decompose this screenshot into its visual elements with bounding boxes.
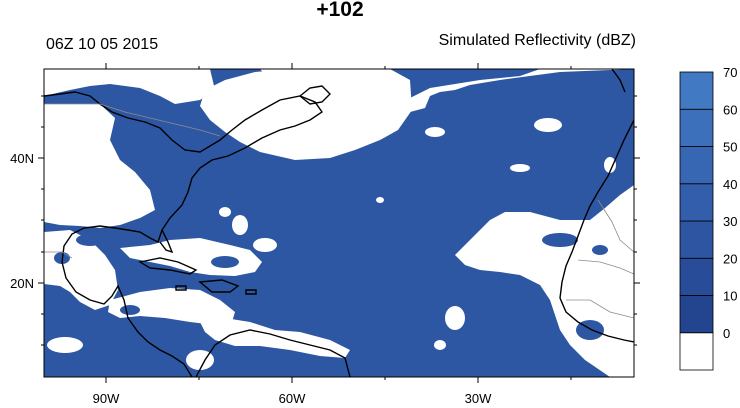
- echo-cell: [76, 234, 104, 246]
- echo-cell: [211, 256, 239, 268]
- border-africa-south: [566, 299, 634, 319]
- colorbar-label: 40: [723, 177, 737, 192]
- field-name-label: Simulated Reflectivity (dBZ): [438, 32, 636, 49]
- no-echo-area: [510, 164, 530, 172]
- colorbar-swatch: [679, 108, 714, 147]
- border-us-mexico: [44, 251, 73, 259]
- valid-time-label: 06Z 10 05 2015: [46, 36, 159, 53]
- echo-cell: [117, 116, 153, 144]
- coastline-africa: [559, 119, 634, 343]
- no-echo-area: [376, 197, 384, 203]
- colorbar-label: 0: [723, 326, 730, 341]
- no-echo-regions: [44, 69, 634, 377]
- no-echo-area: [200, 318, 350, 358]
- echo-cell: [144, 273, 176, 287]
- coastline-hispaniola: [198, 279, 240, 293]
- echo-cell: [156, 112, 184, 128]
- no-echo-area: [44, 69, 215, 104]
- no-echo-area: [47, 337, 83, 353]
- colorbar-swatch: [679, 257, 714, 296]
- coastline-cuba: [138, 257, 198, 275]
- x-tick-label: 90W: [93, 391, 120, 406]
- echo-cells: [54, 112, 608, 340]
- coastlines: [44, 69, 634, 377]
- colorbar: 0 10 20 30 40 50 60 70: [679, 65, 737, 371]
- y-tick-label: 40N: [10, 151, 34, 166]
- no-echo-area: [445, 306, 465, 330]
- no-echo-area: [604, 157, 616, 173]
- coastline-puerto-rico: [245, 289, 257, 295]
- colorbar-label: 60: [723, 102, 737, 117]
- plot-frame: [43, 68, 635, 378]
- colorbar-swatch: [679, 295, 714, 334]
- colorbar-swatch: [679, 146, 714, 185]
- no-echo-area: [186, 350, 214, 370]
- no-echo-area: [44, 104, 155, 228]
- no-echo-area: [108, 288, 235, 325]
- colorbar-label: 10: [723, 289, 737, 304]
- coastline-newfoundland: [298, 85, 331, 105]
- border-us-canada: [44, 103, 221, 137]
- no-echo-area: [44, 230, 118, 310]
- no-echo-area: [425, 127, 445, 137]
- echo-cell: [592, 245, 608, 255]
- no-echo-area: [200, 69, 412, 160]
- x-tick-label: 30W: [465, 391, 492, 406]
- axis-ticks: [38, 63, 640, 383]
- colorbar-swatch: [679, 220, 714, 259]
- colorbar-swatch: [679, 71, 714, 110]
- coastline-south-america: [195, 329, 351, 377]
- no-echo-area: [534, 118, 562, 132]
- colorbar-swatch: [679, 332, 714, 371]
- coastline-north-america: [44, 91, 323, 377]
- border-africa-west: [597, 199, 634, 253]
- coastline-iberia: [611, 69, 626, 93]
- colorbar-swatch: [679, 183, 714, 222]
- colorbar-label: 20: [723, 251, 737, 266]
- no-echo-area: [232, 215, 248, 235]
- echo-cell: [542, 233, 578, 247]
- no-echo-area: [434, 340, 446, 350]
- coastline-florida: [159, 229, 174, 254]
- echo-cell: [120, 305, 140, 315]
- colorbar-label: 30: [723, 214, 737, 229]
- x-tick-label: 60W: [279, 391, 306, 406]
- no-echo-area: [253, 238, 277, 252]
- no-echo-area: [219, 207, 231, 217]
- colorbar-label: 50: [723, 140, 737, 155]
- forecast-hour-title: +102: [316, 0, 364, 21]
- y-tick-label: 20N: [10, 276, 34, 291]
- political-borders: [44, 103, 634, 319]
- border-africa-sahel: [577, 259, 634, 275]
- coastline-jamaica: [175, 285, 187, 291]
- colorbar-label: 70: [723, 65, 737, 80]
